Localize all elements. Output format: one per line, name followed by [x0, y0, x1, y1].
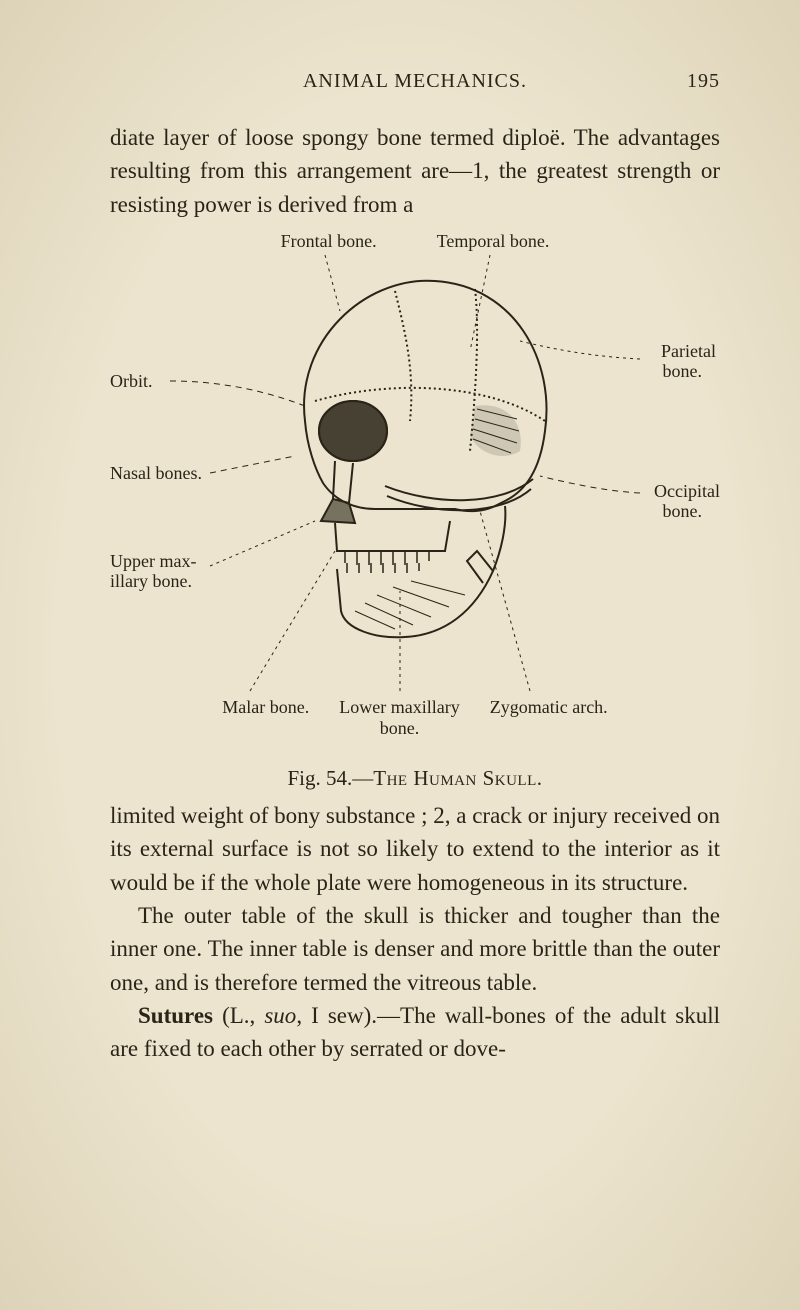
- page-number: 195: [660, 70, 720, 93]
- running-header: ANIMAL MECHANICS. 195: [110, 70, 720, 93]
- figure-caption: Fig. 54.—The Human Skull.: [110, 766, 720, 791]
- sutures-paren: (L.,: [222, 1003, 264, 1028]
- paragraph-2: limited weight of bony substance ; 2, a …: [110, 799, 720, 899]
- label-malar-bone: Malar bone.: [222, 697, 309, 739]
- figure-caption-prefix: Fig. 54.—: [287, 766, 373, 790]
- figure-bottom-labels: Malar bone. Lower maxillary bone. Zygoma…: [110, 697, 720, 739]
- paragraph-1: diate layer of loose spongy bone termed …: [110, 121, 720, 221]
- sutures-latin: suo: [264, 1003, 296, 1028]
- sutures-heading: Sutures: [138, 1003, 213, 1028]
- paragraph-3: The outer table of the skull is thicker …: [110, 899, 720, 999]
- page: ANIMAL MECHANICS. 195 diate layer of loo…: [0, 0, 800, 1310]
- figure-54: Frontal bone. Temporal bone. Orbit. Nasa…: [110, 231, 720, 791]
- label-lower-maxillary-2: bone.: [380, 718, 420, 738]
- label-lower-maxillary: Lower maxillary bone.: [339, 697, 459, 739]
- label-lower-maxillary-1: Lower maxillary: [339, 697, 459, 717]
- paragraph-4: Sutures (L., suo, I sew).—The wall-bones…: [110, 999, 720, 1066]
- running-title: ANIMAL MECHANICS.: [170, 70, 660, 93]
- figure-caption-text: The Human Skull.: [373, 766, 542, 790]
- skull-illustration: [245, 251, 585, 651]
- label-zygomatic-arch: Zygomatic arch.: [490, 697, 608, 739]
